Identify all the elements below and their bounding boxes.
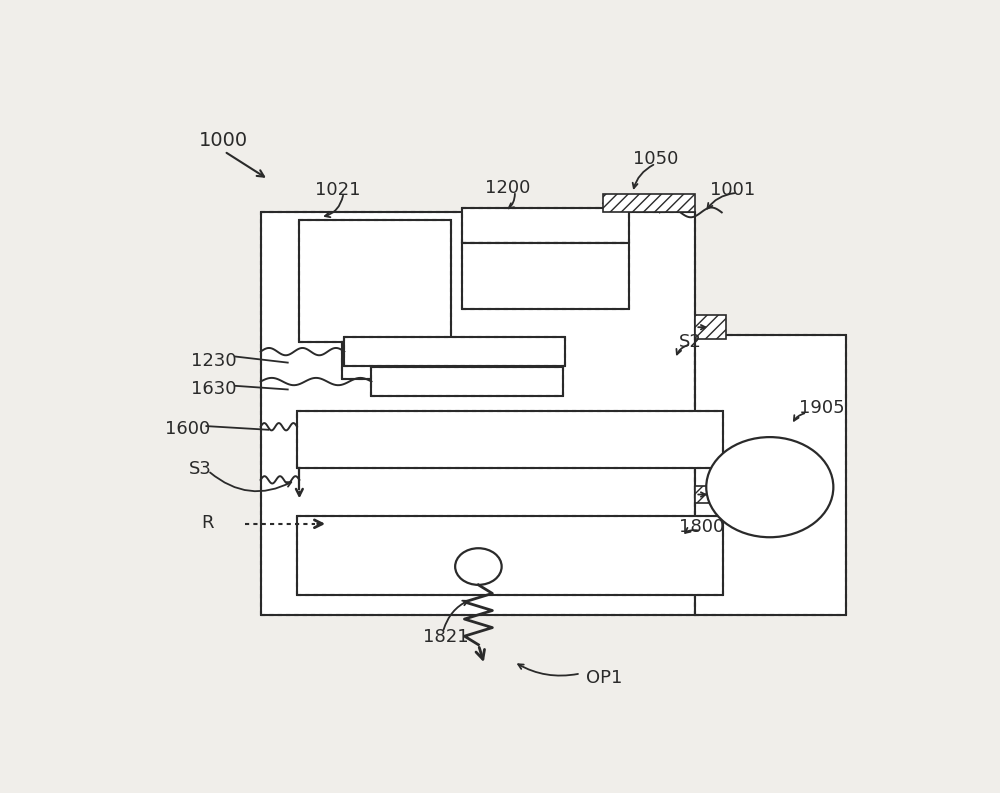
Text: 1021: 1021 <box>315 181 360 199</box>
Text: 1000: 1000 <box>199 132 248 151</box>
Text: 1600: 1600 <box>165 420 211 439</box>
Text: S3: S3 <box>189 460 211 478</box>
Text: S2: S2 <box>679 334 702 351</box>
Bar <box>371 367 563 396</box>
Text: 1050: 1050 <box>633 151 678 168</box>
Text: 1800: 1800 <box>679 519 724 537</box>
Bar <box>603 194 695 213</box>
Text: R: R <box>201 514 213 531</box>
Bar <box>299 220 450 343</box>
Text: 1230: 1230 <box>191 352 237 370</box>
Circle shape <box>455 548 502 585</box>
Text: 1001: 1001 <box>710 181 755 199</box>
Text: 1905: 1905 <box>799 399 845 417</box>
Text: 1821: 1821 <box>423 628 469 646</box>
Bar <box>297 412 723 468</box>
Bar <box>695 315 726 339</box>
Bar <box>297 516 723 595</box>
Bar <box>695 335 846 615</box>
Bar <box>342 343 450 379</box>
Bar <box>261 213 695 615</box>
Bar <box>462 208 629 243</box>
Circle shape <box>706 437 833 537</box>
Text: OP1: OP1 <box>586 669 622 688</box>
Bar <box>462 243 629 309</box>
Text: 1630: 1630 <box>191 381 236 398</box>
Bar <box>695 486 726 503</box>
Text: 1200: 1200 <box>485 179 531 197</box>
Bar <box>344 337 565 366</box>
